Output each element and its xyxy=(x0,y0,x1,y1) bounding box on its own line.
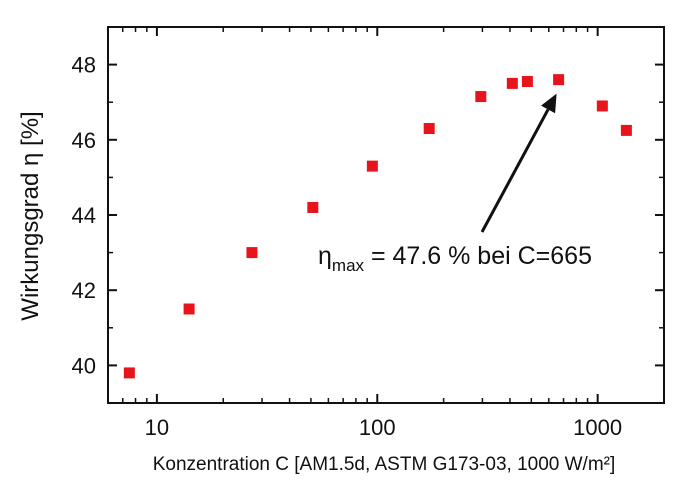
annotation-arrow xyxy=(480,108,550,233)
x-axis-title: Konzentration C [AM1.5d, ASTM G173-03, 1… xyxy=(153,454,616,475)
data-point xyxy=(475,91,487,103)
y-tick-label: 42 xyxy=(72,278,96,303)
y-tick-label: 44 xyxy=(72,203,96,228)
y-tick-label: 40 xyxy=(72,353,96,378)
axis-ticks xyxy=(108,26,664,404)
y-axis-title: Wirkungsgrad η [%] xyxy=(17,111,44,320)
y-tick-label: 46 xyxy=(72,128,96,153)
data-point xyxy=(506,77,518,89)
data-point xyxy=(123,367,135,379)
data-point xyxy=(246,247,258,259)
data-point xyxy=(423,123,435,135)
x-tick-label: 10 xyxy=(145,415,169,440)
annotation-text: ηmax = 47.6 % bei C=665 xyxy=(318,242,592,275)
data-points xyxy=(123,74,632,379)
data-point xyxy=(366,160,378,172)
annotation-value: = 47.6 % bei C=665 xyxy=(364,242,592,270)
data-point xyxy=(553,74,565,86)
tick-labels: 40 42 44 46 48 10 100 1000 xyxy=(72,53,623,440)
annotation-subscript: max xyxy=(332,256,365,275)
annotation-symbol: η xyxy=(318,242,332,270)
y-tick-label: 48 xyxy=(72,53,96,78)
plot-frame xyxy=(107,26,665,404)
data-point xyxy=(596,100,608,112)
data-point xyxy=(620,124,632,136)
annotation-arrowhead xyxy=(541,93,557,114)
x-tick-label: 1000 xyxy=(573,415,622,440)
x-tick-label: 100 xyxy=(359,415,396,440)
data-point xyxy=(183,303,195,315)
data-point xyxy=(307,201,319,213)
data-point xyxy=(521,76,533,88)
